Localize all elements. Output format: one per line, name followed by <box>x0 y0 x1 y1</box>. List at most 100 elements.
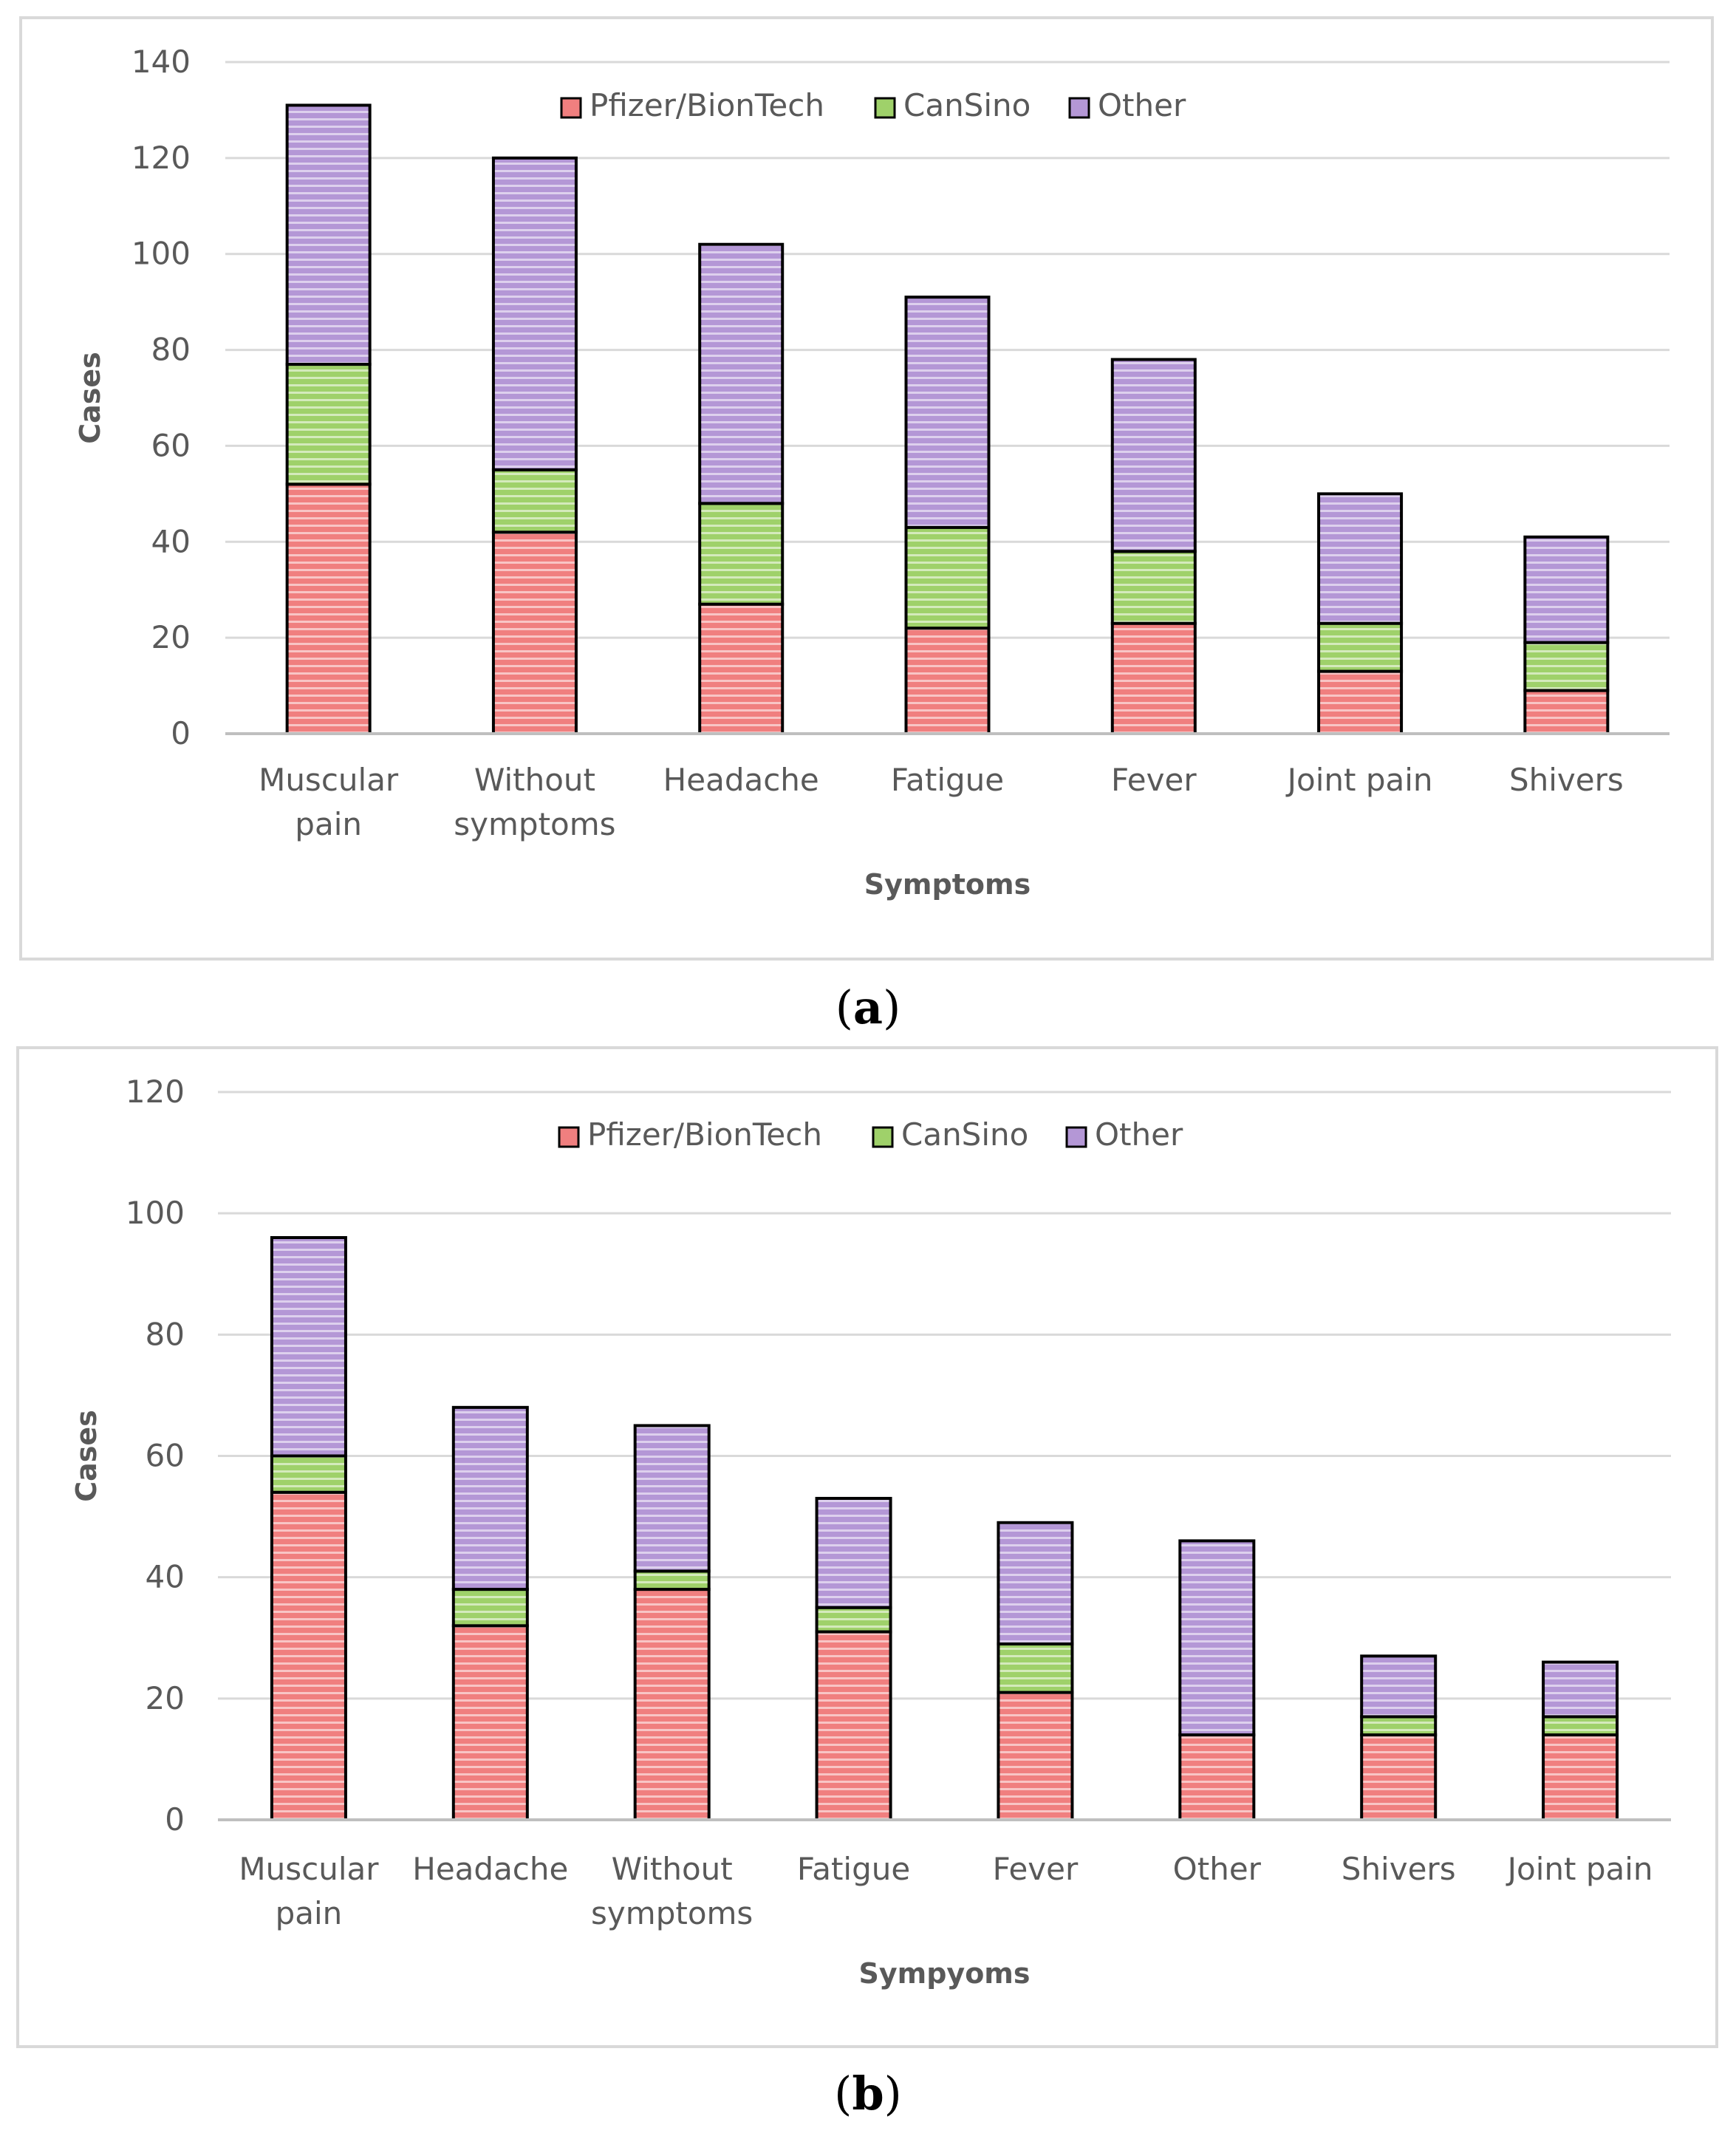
bar-b-fever-pfizer-biontech-hatch <box>999 1693 1071 1818</box>
bars-b <box>270 1236 1619 1822</box>
y-tick-label-b-20: 20 <box>146 1680 185 1716</box>
bar-a-fever-other-hatch <box>1113 361 1194 550</box>
y-tick-label-a-80: 80 <box>151 332 191 368</box>
bar-a-shivers-cansino-hatch <box>1526 644 1607 689</box>
y-tick-label-a-20: 20 <box>151 619 191 655</box>
bar-b-headache-pfizer-biontech-hatch <box>454 1627 526 1818</box>
legend-label-b-cansino: CanSino <box>901 1116 1028 1153</box>
bar-b-without-symptoms-other-hatch <box>636 1427 708 1570</box>
x-category-label-b-joint-pain: Joint pain <box>1506 1851 1653 1887</box>
y-tick-label-a-0: 0 <box>171 715 191 751</box>
x-axis-title-b: Sympyoms <box>858 1957 1030 1990</box>
bar-a-joint-pain-cansino-hatch <box>1320 624 1401 670</box>
bar-b-muscular-pain-other-hatch <box>273 1239 344 1455</box>
bar-b-shivers-cansino-hatch <box>1363 1718 1435 1734</box>
x-category-label-b-fever: Fever <box>993 1851 1079 1887</box>
bar-b-joint-pain-cansino-hatch <box>1545 1718 1616 1734</box>
bar-a-without-symptoms-other-hatch <box>494 159 575 468</box>
y-tick-label-a-40: 40 <box>151 523 191 559</box>
legend-swatch-a-cansino <box>874 97 896 119</box>
y-tick-label-a-60: 60 <box>151 427 191 463</box>
legend-label-b-other: Other <box>1095 1116 1183 1153</box>
bar-a-shivers-other-hatch <box>1526 538 1607 641</box>
bar-b-muscular-pain-pfizer-biontech-hatch <box>273 1493 344 1818</box>
bar-b-other-other-hatch <box>1181 1542 1253 1734</box>
x-category-label-b-headache: Headache <box>412 1851 568 1887</box>
y-axis-title-b: Cases <box>70 1410 103 1502</box>
legend-label-a-other: Other <box>1098 87 1186 123</box>
x-category-label-b-muscular-pain: Muscular pain <box>239 1851 379 1931</box>
bar-b-joint-pain-other-hatch <box>1545 1663 1616 1716</box>
bars-a <box>285 103 1610 736</box>
legend-swatch-b-pfizer-biontech <box>558 1126 580 1148</box>
bar-b-joint-pain-pfizer-biontech-hatch <box>1545 1736 1616 1818</box>
x-category-label-a-headache: Headache <box>663 762 819 798</box>
bar-a-fatigue-pfizer-biontech-hatch <box>907 630 988 732</box>
bar-a-fatigue-cansino-hatch <box>907 528 988 627</box>
bar-a-headache-other-hatch <box>701 245 782 502</box>
bar-b-without-symptoms-pfizer-biontech-hatch <box>636 1591 708 1818</box>
bar-b-shivers-pfizer-biontech-hatch <box>1363 1736 1435 1818</box>
x-category-label-a-fatigue: Fatigue <box>891 762 1004 798</box>
bar-a-fever-cansino-hatch <box>1113 553 1194 622</box>
chart-panel-a: 0 20 40 60 80 100 120 140 Muscular pain Without sym… <box>19 16 1714 961</box>
y-tick-label-a-100: 100 <box>131 236 191 272</box>
bar-b-headache-other-hatch <box>454 1408 526 1589</box>
x-category-label-a-without-symptoms: Without symptoms <box>454 762 615 842</box>
bar-a-without-symptoms-cansino-hatch <box>494 471 575 531</box>
bar-a-muscular-pain-cansino-hatch <box>288 366 369 483</box>
bar-b-other-pfizer-biontech-hatch <box>1181 1736 1253 1818</box>
bar-a-headache-pfizer-biontech-hatch <box>701 605 782 732</box>
y-axis-title-a: Cases <box>74 352 106 444</box>
legend-b: Pfizer/BionTech CanSino Other <box>558 1116 1183 1153</box>
bar-b-headache-cansino-hatch <box>454 1591 526 1625</box>
bar-a-muscular-pain-pfizer-biontech-hatch <box>288 485 369 732</box>
y-tick-label-b-0: 0 <box>165 1801 185 1838</box>
legend-label-b-pfizer-biontech: Pfizer/BionTech <box>587 1116 822 1153</box>
y-tick-label-b-60: 60 <box>146 1438 185 1474</box>
x-category-label-b-fatigue: Fatigue <box>797 1851 910 1887</box>
bar-b-fatigue-pfizer-biontech-hatch <box>818 1633 889 1818</box>
bar-b-shivers-other-hatch <box>1363 1657 1435 1716</box>
labels-b: 0 20 40 60 80 100 120 Muscular pain Headache Witho… <box>70 1074 1653 1990</box>
x-category-label-a-muscular-pain: Muscular pain <box>259 762 399 842</box>
x-axis-title-a: Symptoms <box>864 868 1031 901</box>
bar-a-joint-pain-other-hatch <box>1320 495 1401 622</box>
legend-swatch-b-cansino <box>872 1126 894 1148</box>
bar-a-muscular-pain-other-hatch <box>288 106 369 364</box>
bar-a-headache-cansino-hatch <box>701 505 782 603</box>
y-tick-label-b-100: 100 <box>126 1195 185 1231</box>
y-tick-label-b-120: 120 <box>126 1074 185 1110</box>
labels-a: 0 20 40 60 80 100 120 140 Muscular pain Without sym… <box>74 44 1624 901</box>
bar-b-fatigue-other-hatch <box>818 1499 889 1606</box>
legend-a: Pfizer/BionTech CanSino Other <box>560 87 1186 123</box>
bar-b-fever-other-hatch <box>999 1524 1071 1642</box>
bar-b-muscular-pain-cansino-hatch <box>273 1457 344 1491</box>
y-tick-label-b-80: 80 <box>146 1316 185 1352</box>
bar-a-fever-pfizer-biontech-hatch <box>1113 624 1194 732</box>
legend-swatch-a-other <box>1068 97 1090 119</box>
panel-label-a: (a) <box>835 980 901 1034</box>
bar-a-joint-pain-pfizer-biontech-hatch <box>1320 672 1401 732</box>
gridlines-a <box>225 61 1670 639</box>
y-tick-label-a-120: 120 <box>131 140 191 176</box>
bar-a-fatigue-other-hatch <box>907 298 988 526</box>
legend-label-a-pfizer-biontech: Pfizer/BionTech <box>590 87 824 123</box>
legend-swatch-a-pfizer-biontech <box>560 97 582 119</box>
y-tick-label-a-140: 140 <box>131 44 191 80</box>
bar-b-fever-cansino-hatch <box>999 1645 1071 1691</box>
legend-swatch-b-other <box>1065 1126 1087 1148</box>
chart-panel-b: 0 20 40 60 80 100 120 Muscular pain Headache Witho… <box>16 1046 1718 2048</box>
x-category-label-b-without-symptoms: Without symptoms <box>591 1851 753 1931</box>
panel-label-b: (b) <box>834 2067 902 2121</box>
y-tick-label-b-40: 40 <box>146 1559 185 1595</box>
bar-a-shivers-pfizer-biontech-hatch <box>1526 692 1607 732</box>
x-category-label-b-shivers: Shivers <box>1342 1851 1456 1887</box>
x-category-label-a-joint-pain: Joint pain <box>1285 762 1433 798</box>
x-category-label-a-shivers: Shivers <box>1509 762 1624 798</box>
bar-b-fatigue-cansino-hatch <box>818 1608 889 1631</box>
bar-b-without-symptoms-cansino-hatch <box>636 1572 708 1589</box>
x-category-label-b-other: Other <box>1173 1851 1262 1887</box>
legend-label-a-cansino: CanSino <box>903 87 1031 123</box>
